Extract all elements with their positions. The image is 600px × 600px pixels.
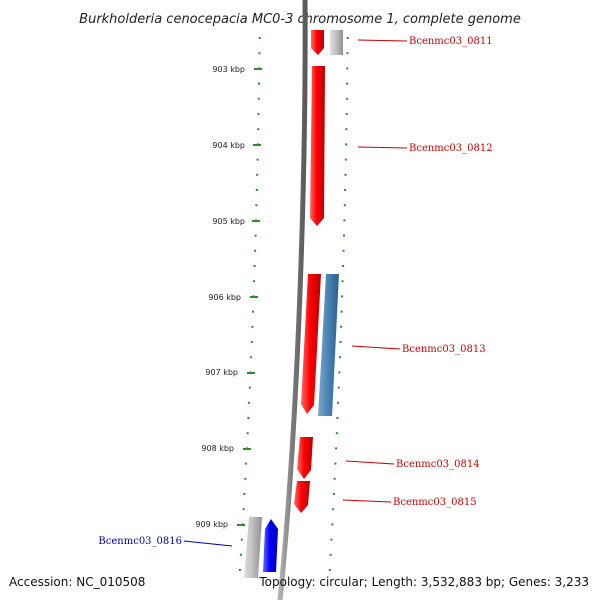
gene-label-0813[interactable]: Bcenmc03_0813 xyxy=(402,344,486,355)
gene-features xyxy=(244,30,343,578)
gene-arrow-0813[interactable] xyxy=(301,274,321,414)
leader-line-0816 xyxy=(183,540,233,547)
kbp-label-904: 904 kbp xyxy=(212,141,245,150)
gene-arrow-0812[interactable] xyxy=(310,66,325,226)
gene-arrow-0815[interactable] xyxy=(294,481,310,513)
gene-leader-lines xyxy=(183,39,408,547)
kbp-label-909: 909 kbp xyxy=(195,520,228,529)
gene-label-0815[interactable]: Bcenmc03_0815 xyxy=(393,497,477,508)
steelblue-feature-0813 xyxy=(318,274,339,416)
gene-label-0812[interactable]: Bcenmc03_0812 xyxy=(409,143,493,154)
gene-label-0811[interactable]: Bcenmc03_0811 xyxy=(409,36,493,47)
leader-line-0813 xyxy=(351,345,401,350)
kbp-label-903: 903 kbp xyxy=(212,65,245,74)
grey-feature-0811 xyxy=(330,30,343,55)
gene-labels: Bcenmc03_0811 Bcenmc03_0812 Bcenmc03_081… xyxy=(98,36,492,547)
grey-feature-0816 xyxy=(244,517,262,578)
leader-line-0814 xyxy=(345,460,395,465)
chromosome-backbone xyxy=(277,0,308,600)
gene-label-0816[interactable]: Bcenmc03_0816 xyxy=(98,536,182,547)
map-title: Burkholderia cenocepacia MC0-3 chromosom… xyxy=(79,12,521,27)
kbp-label-905: 905 kbp xyxy=(212,217,245,226)
leader-line-0812 xyxy=(357,146,408,149)
kbp-label-906: 906 kbp xyxy=(208,293,241,302)
leader-line-0811 xyxy=(357,39,408,42)
gene-label-0814[interactable]: Bcenmc03_0814 xyxy=(396,459,480,470)
leader-line-0815 xyxy=(342,499,392,503)
outer-tick-ring xyxy=(328,37,349,571)
gene-arrow-0811[interactable] xyxy=(311,30,324,55)
topology-text: Topology: circular; Length: 3,532,883 bp… xyxy=(258,575,589,589)
inner-tick-ring xyxy=(238,37,261,571)
kbp-scale: 903 kbp 904 kbp 905 kbp 906 kbp 907 kbp … xyxy=(195,65,262,529)
accession-text: Accession: NC_010508 xyxy=(9,575,145,589)
kbp-label-908: 908 kbp xyxy=(201,444,234,453)
kbp-label-907: 907 kbp xyxy=(205,368,238,377)
gene-arrow-0816[interactable] xyxy=(263,519,278,572)
gene-arrow-0814[interactable] xyxy=(297,437,313,479)
